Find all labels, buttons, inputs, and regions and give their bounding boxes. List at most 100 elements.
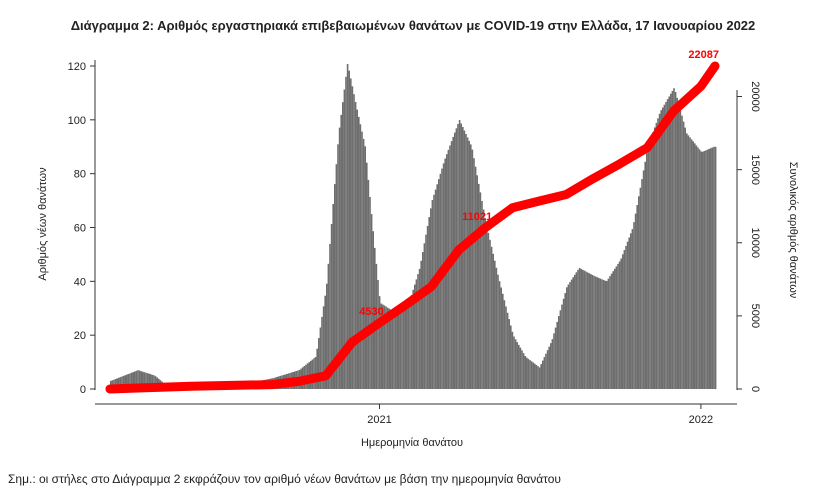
daily-deaths-bar (519, 347, 522, 389)
daily-deaths-bar (566, 287, 568, 389)
daily-deaths-bar (132, 372, 134, 389)
daily-deaths-bar (492, 253, 494, 389)
daily-deaths-bar (322, 306, 325, 389)
daily-deaths-bar (537, 366, 539, 389)
daily-deaths-bar (505, 306, 507, 389)
daily-deaths-bar (606, 281, 608, 389)
daily-deaths-bar (151, 374, 154, 389)
daily-deaths-bar (386, 307, 389, 389)
daily-deaths-bar (610, 273, 613, 389)
daily-deaths-bar (354, 102, 357, 389)
daily-deaths-bar (562, 298, 565, 389)
daily-deaths-bar (594, 276, 597, 389)
daily-deaths-bar (652, 132, 654, 389)
daily-deaths-bar (500, 287, 502, 389)
daily-deaths-bar (394, 312, 397, 389)
daily-deaths-bar (497, 274, 499, 389)
daily-deaths-bar (676, 97, 678, 390)
daily-deaths-bar (417, 274, 419, 389)
daily-deaths-bar (553, 333, 555, 389)
daily-deaths-bar (489, 239, 491, 389)
daily-deaths-bar (327, 263, 330, 389)
daily-deaths-bar (578, 268, 581, 389)
daily-deaths-bar (126, 374, 128, 389)
daily-deaths-bar (516, 342, 518, 389)
daily-deaths-bar (546, 350, 549, 389)
daily-deaths-bar (399, 311, 402, 389)
daily-deaths-bar (585, 271, 587, 389)
daily-deaths-bar (470, 144, 472, 389)
daily-deaths-bar (602, 280, 605, 389)
daily-deaths-bar (641, 179, 643, 389)
y2-tick-label: 5000 (749, 304, 761, 328)
y-tick-label: 40 (74, 276, 86, 288)
daily-deaths-bar (636, 205, 638, 389)
daily-deaths-bar (319, 327, 322, 389)
daily-deaths-bar (414, 284, 416, 389)
daily-deaths-bar (569, 282, 571, 389)
daily-deaths-bar (620, 258, 622, 389)
daily-deaths-bar (118, 377, 120, 389)
y-tick-label: 120 (68, 61, 86, 73)
y2-axis-label: Συνολικός αριθμός θανάτων (787, 162, 799, 299)
daily-deaths-bar (599, 278, 602, 389)
daily-deaths-bar (577, 269, 579, 389)
daily-deaths-bar (153, 375, 155, 389)
daily-deaths-bar (122, 375, 125, 389)
daily-deaths-bar (351, 86, 354, 390)
daily-deaths-bar (644, 161, 646, 389)
y2-tick-label: 15000 (749, 154, 761, 185)
daily-deaths-bar (522, 353, 525, 389)
daily-deaths-bar (710, 148, 712, 389)
cumulative-label: 4530 (359, 306, 383, 318)
daily-deaths-bar (498, 281, 501, 389)
daily-deaths-bar (690, 139, 693, 389)
daily-deaths-bar (473, 158, 475, 389)
daily-deaths-bar (596, 277, 598, 389)
daily-deaths-bar (591, 274, 594, 389)
daily-deaths-bar (634, 213, 637, 389)
daily-deaths-bar (321, 316, 323, 389)
daily-deaths-bar (689, 137, 691, 389)
daily-deaths-bar (630, 233, 632, 389)
daily-deaths-bar (649, 141, 651, 389)
daily-deaths-bar (590, 274, 592, 389)
daily-deaths-bar (524, 356, 526, 389)
daily-deaths-bar (388, 308, 390, 389)
daily-deaths-bar (329, 243, 331, 389)
daily-deaths-bar (535, 365, 538, 389)
x-axis-label: Ημερομηνία θανάτου (361, 437, 463, 449)
daily-deaths-bar (138, 370, 141, 389)
y-tick-label: 80 (74, 169, 86, 181)
daily-deaths-bar (487, 232, 490, 389)
daily-deaths-bar (601, 279, 603, 389)
daily-deaths-bar (484, 218, 486, 389)
daily-deaths-bar (479, 192, 482, 389)
daily-deaths-bar (412, 289, 414, 389)
footnote: Σημ.: οι στήλες στο Διάγραμμα 2 εκφράζου… (8, 472, 561, 486)
daily-deaths-bar (665, 102, 667, 389)
daily-deaths-bar (625, 245, 627, 389)
daily-deaths-bar (529, 360, 531, 389)
daily-deaths-bar (418, 268, 421, 389)
daily-deaths-bar (415, 279, 418, 389)
daily-deaths-bar (422, 252, 424, 389)
daily-deaths-bar (674, 92, 677, 389)
daily-deaths-bar (406, 308, 408, 389)
daily-deaths-bar (543, 357, 546, 389)
daily-deaths-bar (706, 149, 709, 389)
daily-deaths-bar (494, 260, 496, 389)
daily-deaths-bar (468, 140, 470, 389)
daily-deaths-bar (114, 379, 117, 389)
daily-deaths-bar (116, 378, 118, 389)
daily-deaths-bar (521, 350, 523, 389)
daily-deaths-bar (324, 295, 326, 389)
daily-deaths-bar (367, 179, 370, 389)
daily-deaths-bar (532, 362, 534, 389)
cumulative-label: 22087 (688, 49, 719, 61)
daily-deaths-bar (575, 272, 578, 389)
daily-deaths-bar (337, 144, 339, 389)
daily-deaths-bar (434, 189, 437, 389)
daily-deaths-bar (682, 121, 685, 389)
